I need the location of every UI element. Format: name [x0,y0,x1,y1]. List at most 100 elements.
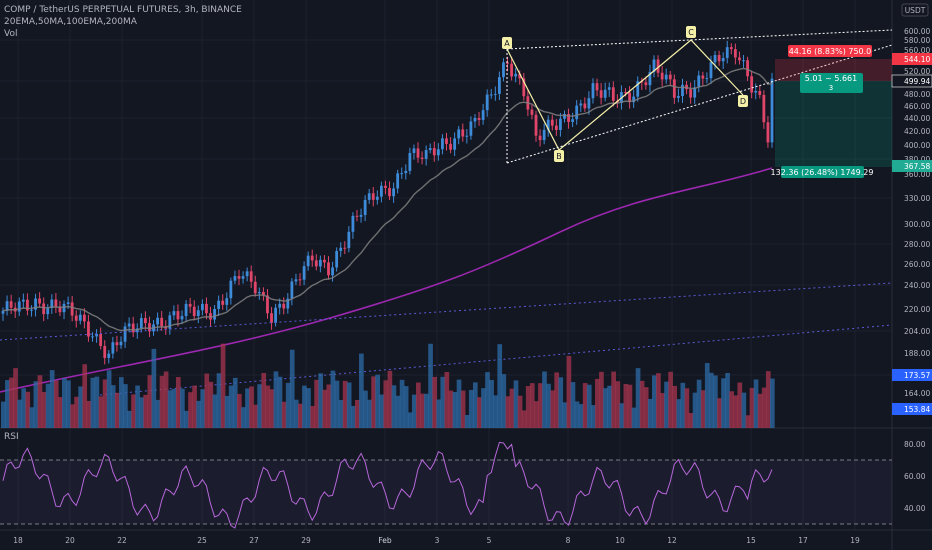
time-axis: 18 20 22 25 27 29 Feb 3 5 8 10 12 15 17 19 [13,536,860,545]
candle-body [408,152,412,171]
volume-bar [566,355,572,428]
candle-body [290,281,294,299]
candle-body [510,63,513,77]
volume-bar [456,379,462,428]
candle-body [294,279,298,282]
volume-bar [676,399,682,428]
volume-bar [338,399,344,428]
time-tick: 8 [566,536,571,545]
volume-bar [29,407,35,428]
volume-bar [428,343,433,428]
candle-body [38,298,42,304]
candle-body [160,317,164,327]
rsi-legend: RSI [4,432,19,442]
candle-body [95,334,98,337]
target-label: 132.36 (26.48%) 1749.29 [771,168,874,177]
volume-bar [188,392,193,428]
volume-bar [664,381,669,428]
volume-bar [761,387,767,428]
candle-body [717,55,721,62]
candle-body [26,299,29,311]
candle-body [221,300,225,305]
candle-body [733,49,737,58]
candle-body [497,77,501,94]
candle-body [441,138,444,150]
candle-body [534,114,538,136]
channel-upper [506,29,893,50]
volume-bar [342,380,348,428]
volume-bar [464,415,470,428]
time-tick: 22 [117,536,127,545]
volume-bar [416,382,421,428]
volume-bar [737,382,743,428]
volume-bar [489,379,494,428]
candle-body [762,94,766,123]
candle-body [233,276,237,281]
volume-bar [123,384,128,428]
volume-bar [41,391,47,428]
candle-body [323,259,326,263]
volume-bar [277,376,283,428]
time-tick: 29 [301,536,311,545]
volume-bar [118,377,124,428]
candle-body [738,57,741,61]
candle-body [327,262,330,276]
price-label: 153.84 [904,405,930,414]
volume-bar [171,388,177,428]
candle-body [62,303,66,313]
volume-bar [538,383,543,428]
candle-body [493,93,497,95]
candle-body [156,317,160,325]
candle-body [412,148,416,153]
volume-bar [607,385,612,428]
volume-bar [570,382,576,428]
price-tick: 440.00 [904,114,930,123]
price-tick: 164.00 [904,389,930,398]
price-label-box [891,74,932,88]
candle-body [343,247,347,249]
volume-bar [159,375,165,428]
volume-bar [322,389,328,428]
candle-body [514,73,518,77]
volume-bar [17,399,22,428]
volume-bar [599,371,604,428]
candle-body [611,87,615,101]
volume-bar [200,389,206,428]
volume-bar [151,348,157,428]
candle-body [192,306,196,317]
candle-body [127,323,131,327]
candle-body [424,150,428,159]
volume-bar [672,385,678,428]
volume-bar [289,349,295,428]
candle-body [363,199,367,215]
candle-body [432,148,436,156]
volume-bar [180,388,185,428]
candle-body [660,72,664,80]
candle-body [701,75,705,79]
candle-body [465,135,469,137]
candle-body [766,122,770,143]
candle-body [559,118,562,131]
volume-bar [196,400,201,428]
price-tick: 580.00 [904,36,930,45]
candle-body [632,96,636,103]
volume-bar [505,396,511,428]
candle-body [542,129,546,141]
pattern-point-label: B [556,152,562,161]
volume-bar [562,402,568,428]
volume-bar [424,393,429,428]
volume-bar [212,394,218,428]
volume-bar [155,399,161,428]
volume-bar [163,371,169,428]
volume-bar [554,372,560,428]
pattern-point-label: C [688,28,694,37]
candle-body [379,185,383,197]
candle-body [205,303,208,314]
candle-body [750,76,754,93]
candle-body [697,75,701,88]
volume-bar [363,390,368,428]
volume-bar [13,368,18,428]
candle-body [1,310,5,314]
candle-body [249,271,253,282]
